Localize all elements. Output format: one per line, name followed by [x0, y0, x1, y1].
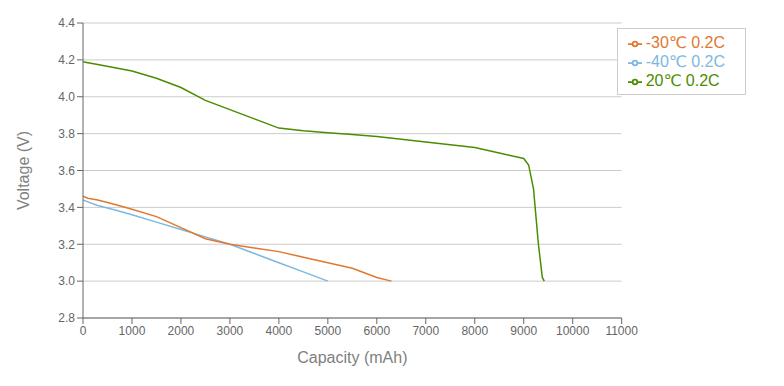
svg-text:3.8: 3.8 — [58, 127, 75, 141]
svg-text:4.2: 4.2 — [58, 53, 75, 67]
html-text:-30℃ 0.2C: -30℃ 0.2C — [645, 34, 725, 51]
svg-text:8000: 8000 — [461, 324, 488, 338]
html-text:-40℃ 0.2C: -40℃ 0.2C — [645, 53, 725, 70]
svg-text:6000: 6000 — [363, 324, 390, 338]
svg-text:4.4: 4.4 — [58, 16, 75, 30]
svg-text:3.2: 3.2 — [58, 238, 75, 252]
svg-text:2.8: 2.8 — [58, 311, 75, 325]
svg-text:4000: 4000 — [266, 324, 293, 338]
svg-text:5000: 5000 — [314, 324, 341, 338]
svg-text:3.0: 3.0 — [58, 274, 75, 288]
svg-text:9000: 9000 — [510, 324, 537, 338]
svg-text:3.6: 3.6 — [58, 164, 75, 178]
svg-text:Voltage (V): Voltage (V) — [15, 131, 32, 210]
svg-text:3.4: 3.4 — [58, 201, 75, 215]
svg-text:0: 0 — [80, 324, 87, 338]
html-text:20℃ 0.2C: 20℃ 0.2C — [645, 72, 720, 89]
svg-text:7000: 7000 — [412, 324, 439, 338]
svg-text:10000: 10000 — [556, 324, 590, 338]
svg-text:11000: 11000 — [605, 324, 638, 338]
svg-text:Capacity (mAh): Capacity (mAh) — [297, 349, 407, 366]
svg-text:2000: 2000 — [168, 324, 195, 338]
svg-text:3000: 3000 — [217, 324, 244, 338]
svg-text:4.0: 4.0 — [58, 90, 75, 104]
svg-text:1000: 1000 — [119, 324, 146, 338]
